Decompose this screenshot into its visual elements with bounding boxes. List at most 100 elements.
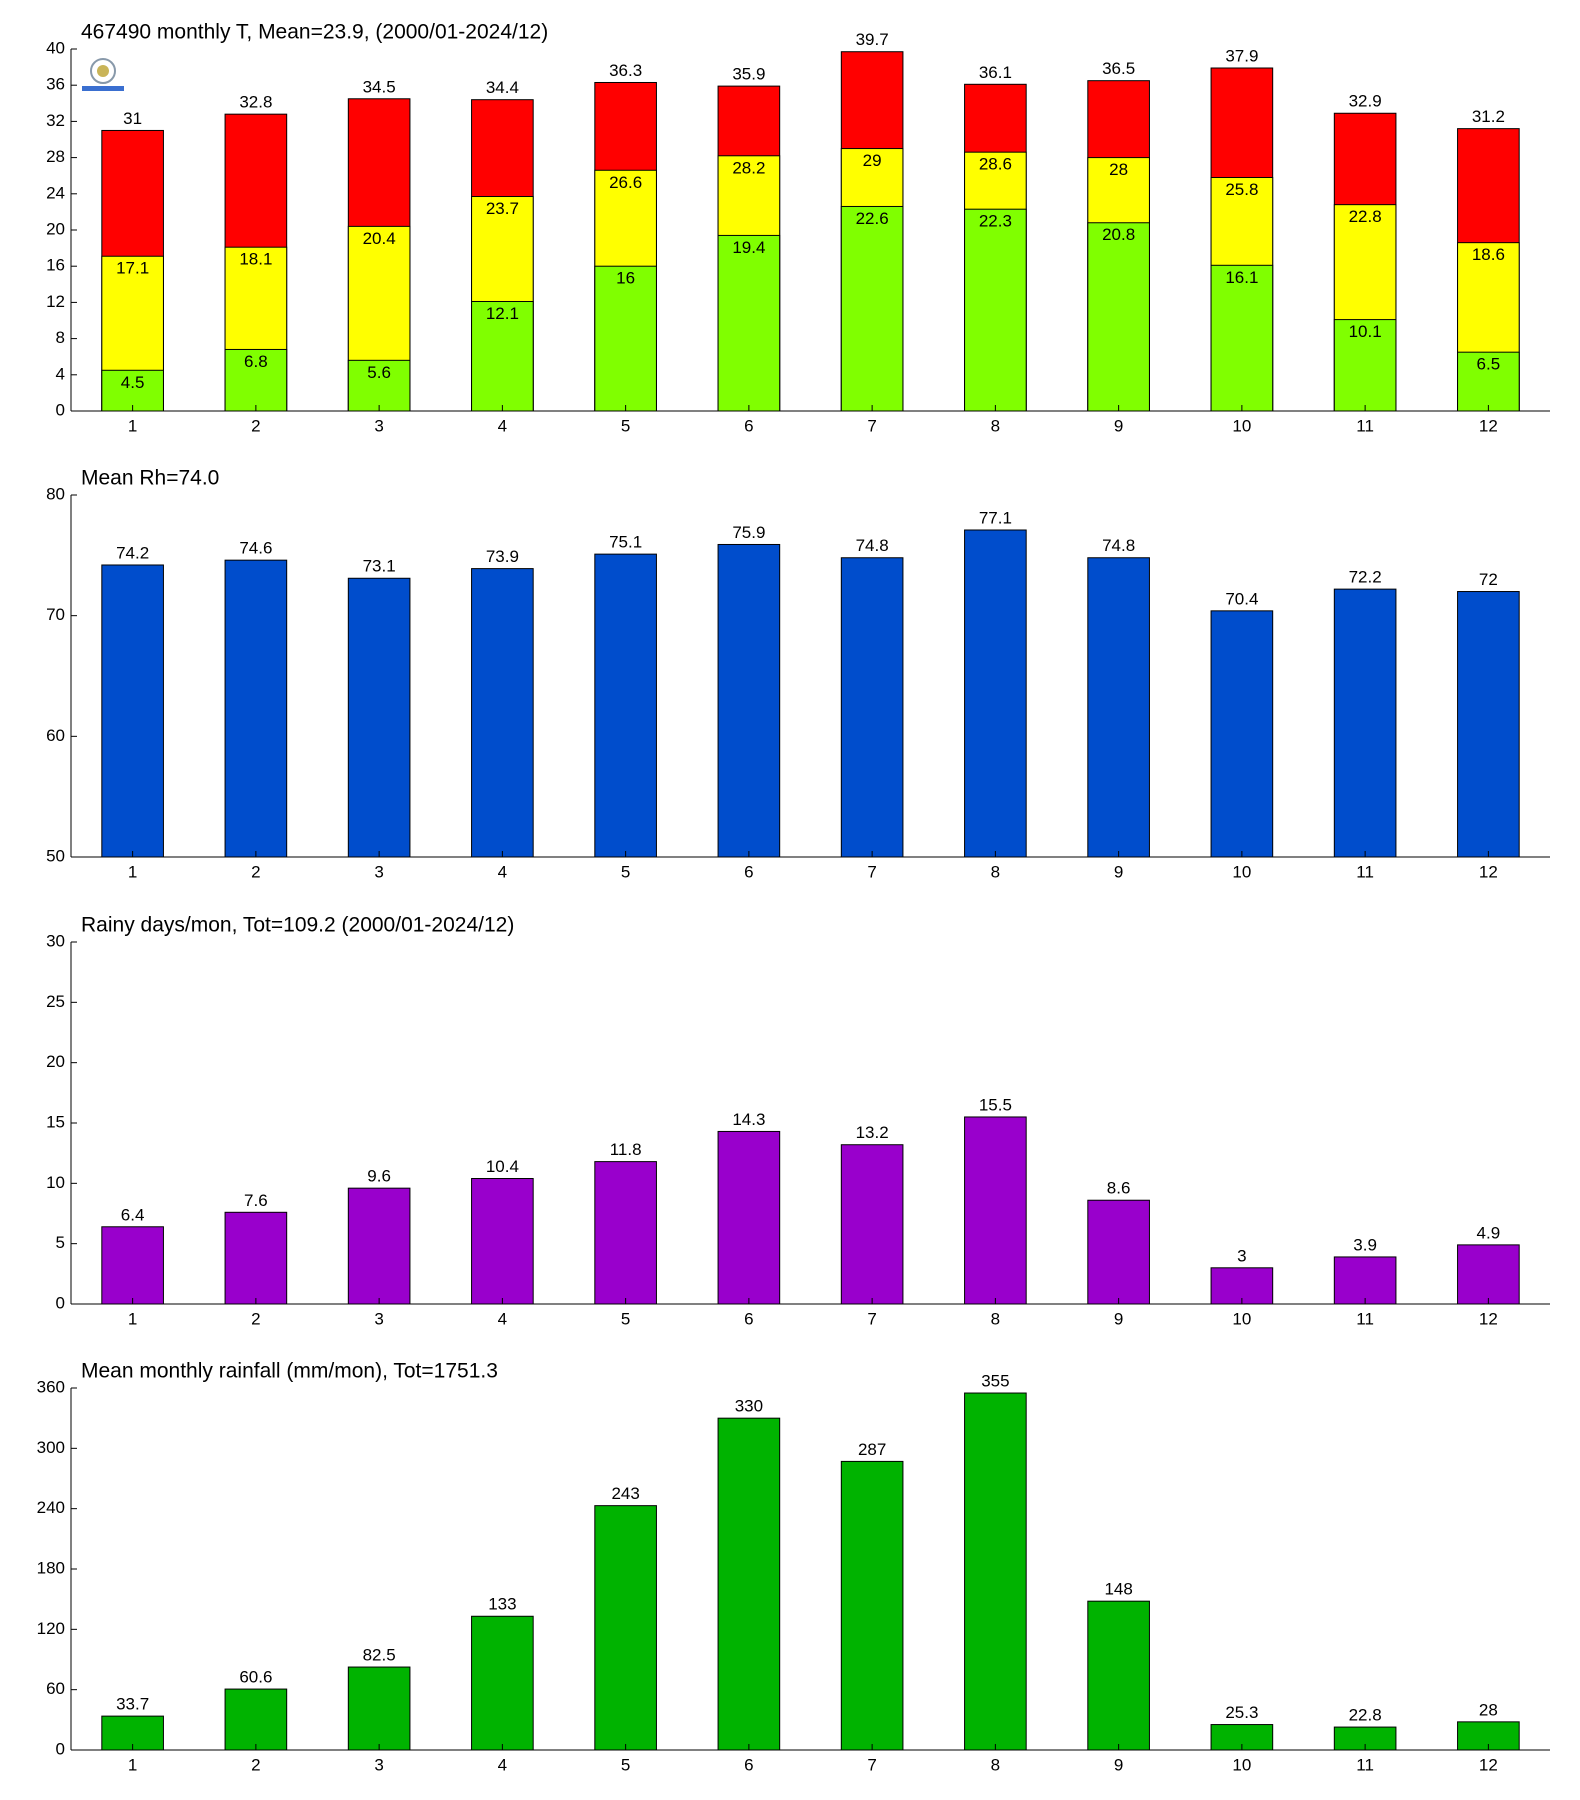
- value-label: 26.6: [609, 173, 642, 192]
- x-tick-label: 1: [128, 416, 137, 435]
- x-tick-label: 3: [374, 416, 383, 435]
- y-tick-label: 120: [37, 1619, 65, 1638]
- bar: [964, 208, 1027, 412]
- bar: [964, 1392, 1027, 1751]
- value-label: 36.3: [609, 61, 642, 80]
- chart-title: Mean Rh=74.0: [81, 467, 219, 490]
- value-label: 28: [1479, 1700, 1498, 1719]
- value-label: 133: [488, 1595, 516, 1614]
- bar: [471, 1615, 534, 1751]
- value-label: 72: [1479, 570, 1498, 589]
- y-tick-label: 80: [46, 484, 65, 503]
- value-label: 60.6: [239, 1668, 272, 1687]
- bar: [1333, 319, 1397, 412]
- x-tick-label: 11: [1356, 862, 1374, 881]
- y-tick-label: 4: [56, 364, 65, 383]
- value-label: 16.1: [1225, 268, 1258, 287]
- value-label: 31.2: [1472, 107, 1505, 126]
- value-label: 74.8: [856, 536, 889, 555]
- value-label: 28: [1109, 160, 1128, 179]
- x-tick-label: 5: [621, 1755, 630, 1774]
- y-tick-label: 24: [46, 183, 65, 202]
- value-label: 34.5: [363, 77, 396, 96]
- x-tick-label: 6: [744, 1309, 753, 1328]
- y-tick-label: 25: [46, 992, 65, 1011]
- value-label: 74.8: [1102, 536, 1135, 555]
- y-tick-label: 50: [46, 846, 65, 865]
- value-label: 6.5: [1477, 355, 1501, 374]
- x-tick-label: 8: [991, 1755, 1000, 1774]
- value-label: 3: [1237, 1246, 1246, 1265]
- value-label: 22.8: [1349, 207, 1382, 226]
- x-tick-label: 7: [867, 416, 876, 435]
- y-tick-label: 10: [46, 1173, 65, 1192]
- x-tick-label: 10: [1232, 416, 1251, 435]
- y-tick-label: 180: [37, 1558, 65, 1577]
- value-label: 32.8: [239, 93, 272, 112]
- y-tick-label: 20: [46, 1052, 65, 1071]
- x-tick-label: 12: [1479, 416, 1498, 435]
- x-tick-label: 8: [991, 862, 1000, 881]
- value-label: 22.3: [979, 212, 1012, 231]
- value-label: 77.1: [979, 508, 1012, 527]
- value-label: 25.3: [1225, 1703, 1258, 1722]
- bar: [964, 1116, 1027, 1305]
- x-tick-label: 5: [621, 1309, 630, 1328]
- x-tick-label: 11: [1356, 1755, 1374, 1774]
- x-tick-label: 4: [498, 862, 507, 881]
- bar: [347, 577, 411, 858]
- value-label: 14.3: [732, 1110, 765, 1129]
- value-label: 37.9: [1225, 46, 1258, 65]
- bar: [594, 553, 657, 858]
- bar: [1087, 1199, 1150, 1305]
- value-label: 29: [863, 151, 882, 170]
- value-label: 82.5: [363, 1646, 396, 1665]
- y-tick-label: 30: [46, 931, 65, 950]
- x-tick-label: 8: [991, 416, 1000, 435]
- value-label: 4.9: [1477, 1223, 1501, 1242]
- value-label: 34.4: [486, 78, 519, 97]
- value-label: 72.2: [1349, 568, 1382, 587]
- value-label: 74.6: [239, 539, 272, 558]
- value-label: 28.2: [732, 158, 765, 177]
- bar: [1087, 1600, 1150, 1751]
- value-label: 28.6: [979, 155, 1012, 174]
- bar: [347, 1187, 411, 1305]
- bar: [840, 1144, 904, 1305]
- x-tick-label: 5: [621, 862, 630, 881]
- bar: [717, 543, 781, 858]
- value-label: 75.9: [732, 523, 765, 542]
- value-label: 16: [616, 269, 635, 288]
- value-label: 17.1: [116, 259, 149, 278]
- y-tick-label: 20: [46, 219, 65, 238]
- bar: [1210, 1267, 1274, 1305]
- x-tick-label: 10: [1232, 1755, 1251, 1774]
- value-label: 18.6: [1472, 245, 1505, 264]
- y-tick-label: 5: [56, 1233, 65, 1252]
- x-tick-label: 12: [1479, 1309, 1498, 1328]
- value-label: 32.9: [1349, 92, 1382, 111]
- x-tick-label: 4: [498, 416, 507, 435]
- value-label: 6.8: [244, 352, 268, 371]
- y-tick-label: 60: [46, 1679, 65, 1698]
- chart-title: Mean monthly rainfall (mm/mon), Tot=1751…: [81, 1360, 498, 1383]
- value-label: 10.4: [486, 1157, 519, 1176]
- y-tick-label: 360: [37, 1377, 65, 1396]
- value-label: 287: [858, 1440, 886, 1459]
- value-label: 330: [735, 1397, 763, 1416]
- y-tick-label: 40: [46, 38, 65, 57]
- value-label: 33.7: [116, 1695, 149, 1714]
- value-label: 10.1: [1349, 322, 1382, 341]
- bar: [101, 564, 164, 858]
- value-label: 4.5: [121, 373, 145, 392]
- bar: [224, 1211, 288, 1305]
- bar: [1457, 1244, 1520, 1305]
- x-tick-label: 2: [251, 862, 260, 881]
- x-tick-label: 6: [744, 416, 753, 435]
- x-tick-label: 2: [251, 1755, 260, 1774]
- bar: [717, 1417, 781, 1751]
- y-tick-label: 16: [46, 256, 65, 275]
- bar: [224, 348, 288, 412]
- bar: [594, 1161, 657, 1305]
